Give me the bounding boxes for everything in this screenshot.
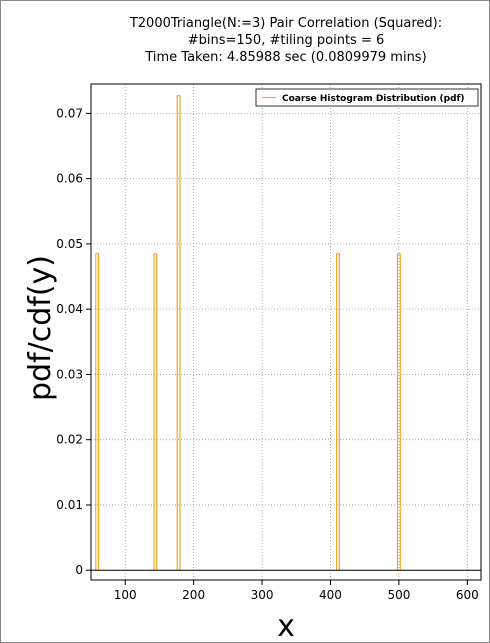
legend: Coarse Histogram Distribution (pdf) (256, 89, 478, 106)
histogram-bar (337, 254, 340, 571)
y-tick-label: 0.03 (56, 367, 83, 381)
x-tick-label: 100 (114, 588, 137, 602)
histogram-bar (154, 254, 157, 571)
y-tick-label: 0.07 (56, 106, 83, 120)
x-axis-label: x (277, 609, 295, 643)
x-axis-ticks: 100 200 300 400 500 600 (114, 580, 479, 602)
histogram-bar (96, 254, 99, 571)
bar-series (96, 96, 400, 570)
y-axis-label: pdf/cdf(y) (23, 255, 58, 401)
legend-entry-label: Coarse Histogram Distribution (pdf) (282, 94, 465, 104)
y-tick-label: 0.02 (56, 433, 83, 447)
y-tick-label: 0.05 (56, 237, 83, 251)
y-tick-label: 0.06 (56, 172, 83, 186)
x-tick-label: 400 (319, 588, 342, 602)
x-tick-label: 200 (182, 588, 205, 602)
x-tick-label: 600 (456, 588, 479, 602)
plot-area-border (91, 84, 481, 580)
y-tick-label: 0 (75, 563, 83, 577)
histogram-bar (177, 96, 180, 570)
grid-lines (91, 84, 481, 580)
x-tick-label: 300 (251, 588, 274, 602)
chart-title-line-1: T2000Triangle(N:=3) Pair Correlation (Sq… (129, 16, 442, 31)
y-tick-label: 0.01 (56, 498, 83, 512)
chart-title-line-3: Time Taken: 4.85988 sec (0.0809979 mins) (144, 50, 426, 65)
y-tick-label: 0.04 (56, 302, 83, 316)
y-axis-ticks: 0 0.01 0.02 0.03 0.04 0.05 0.06 0.07 (56, 106, 91, 577)
x-tick-label: 500 (387, 588, 410, 602)
chart-title-line-2: #bins=150, #tiling points = 6 (188, 33, 385, 48)
